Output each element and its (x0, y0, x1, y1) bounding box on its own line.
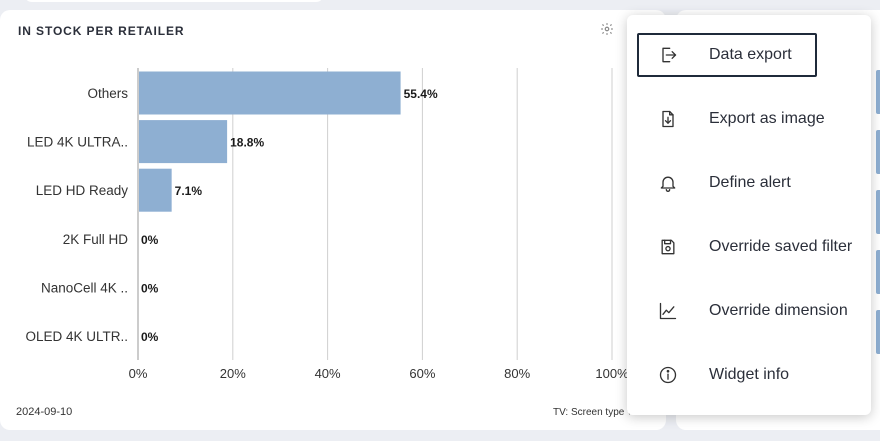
menu-item-override-dimension[interactable]: Override dimension (637, 289, 861, 333)
x-tick-label: 80% (504, 366, 530, 381)
menu-item-override-filter[interactable]: Override saved filter (637, 225, 861, 269)
save-icon (658, 237, 678, 257)
category-label: Others (87, 86, 128, 101)
x-tick-label: 0% (129, 366, 148, 381)
info-icon (658, 365, 678, 385)
bell-icon (658, 173, 678, 193)
widget-title: IN STOCK PER RETAILER (18, 24, 185, 38)
bar (139, 120, 228, 164)
top-tab-edge (24, 0, 324, 2)
bar-chart: 0% 20% 40% 60% 80% 100% Others 55.4% LED 4K ULTR… (25, 68, 629, 381)
widget-date: 2024-09-10 (16, 406, 73, 418)
category-label: 2K Full HD (63, 232, 129, 247)
second-widget-bar (876, 190, 880, 234)
menu-item-data-export[interactable]: Data export (637, 33, 817, 77)
file-download-icon (658, 109, 678, 129)
second-widget-bar (876, 70, 880, 114)
x-tick-label: 100% (595, 366, 629, 381)
dimension-selector[interactable]: TV: Screen type ▾ (553, 407, 633, 418)
bar (139, 168, 172, 212)
bar-value-label: 0% (141, 281, 159, 295)
category-label: NanoCell 4K .. (41, 280, 128, 295)
menu-item-label: Define alert (709, 174, 791, 191)
category-label: LED 4K ULTRA.. (27, 135, 128, 150)
menu-item-label: Override dimension (709, 302, 848, 319)
x-tick-label: 40% (315, 366, 341, 381)
line-chart-icon (658, 301, 678, 321)
menu-item-define-alert[interactable]: Define alert (637, 161, 861, 205)
gear-icon[interactable] (600, 22, 616, 38)
menu-item-label: Widget info (709, 366, 790, 383)
widget-card: IN STOCK PER RETAILER 0% 20% 40% 60% 80% 100%… (0, 10, 666, 430)
category-label: LED HD Ready (36, 183, 129, 198)
bar-value-label: 7.1% (175, 184, 203, 198)
bar (139, 71, 401, 115)
menu-item-widget-info[interactable]: Widget info (637, 353, 861, 397)
second-widget-bar (876, 250, 880, 294)
widget-context-menu: Data export Export as image Define alert… (627, 15, 871, 415)
bar-value-label: 18.8% (230, 136, 264, 150)
export-icon (658, 45, 678, 65)
menu-item-label: Data export (709, 46, 792, 63)
menu-item-label: Override saved filter (709, 238, 853, 255)
bar-value-label: 0% (141, 330, 159, 344)
x-tick-label: 60% (409, 366, 435, 381)
menu-item-export-image[interactable]: Export as image (637, 97, 861, 141)
second-widget-bar (876, 130, 880, 174)
second-widget-bar (876, 310, 880, 354)
bar-value-label: 0% (141, 233, 159, 247)
category-label: OLED 4K ULTR.. (25, 329, 128, 344)
bar-value-label: 55.4% (404, 87, 438, 101)
x-tick-label: 20% (220, 366, 246, 381)
menu-item-label: Export as image (709, 110, 825, 127)
